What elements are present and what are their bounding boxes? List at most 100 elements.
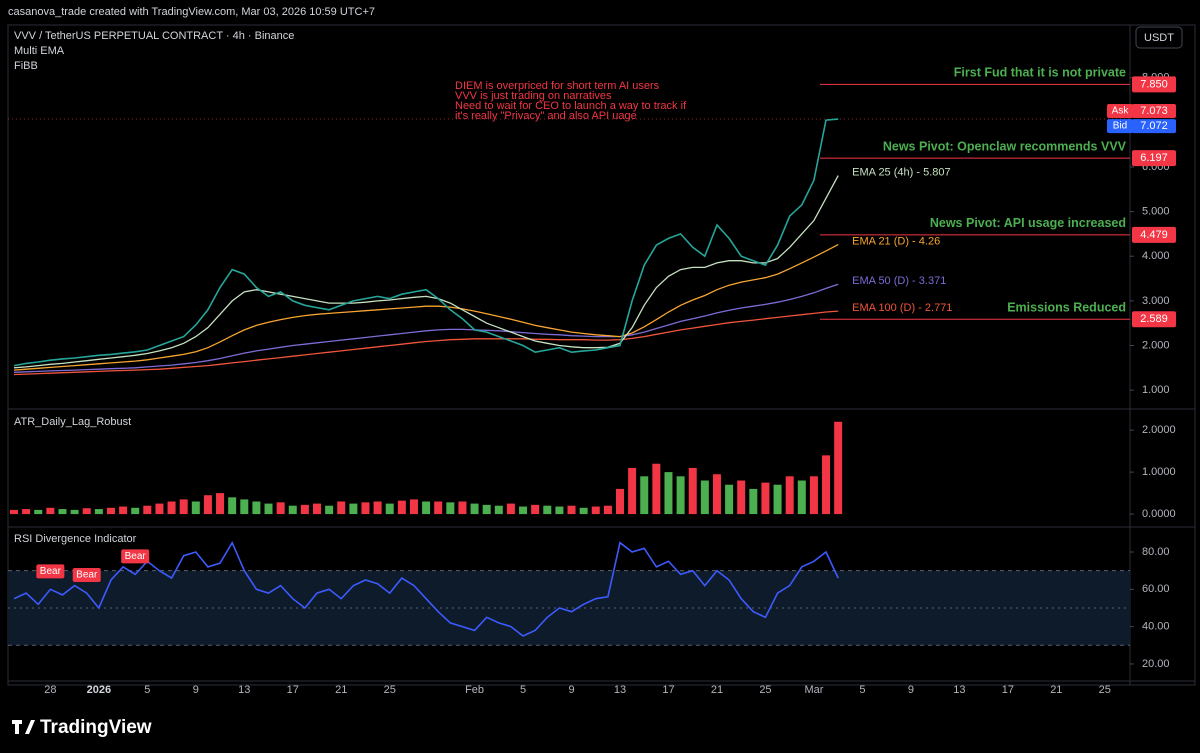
atr-bar <box>628 467 637 515</box>
atr-bar <box>82 508 91 515</box>
note: VVV is just trading on narratives <box>455 90 612 102</box>
atr-bar <box>676 476 685 515</box>
level-badge <box>1132 226 1176 243</box>
y-tick-label: 2.000 <box>1142 339 1170 351</box>
atr-bar <box>94 509 103 515</box>
atr-bar <box>179 499 188 515</box>
level-label: 2.589 <box>1140 313 1168 325</box>
x-tick-label: 5 <box>520 684 526 696</box>
atr-bar <box>482 504 491 515</box>
quote-badge <box>1132 104 1176 119</box>
level-text: First Fud that it is not private <box>954 66 1126 80</box>
atr-bar <box>664 472 673 515</box>
atr-bar <box>264 503 273 515</box>
atr-bar <box>688 467 697 515</box>
level-badge <box>1132 311 1176 328</box>
level-label: 6.197 <box>1140 152 1168 164</box>
y-tick-label: 2.0000 <box>1142 424 1176 436</box>
atr-bar <box>349 503 358 515</box>
atr-bar <box>240 499 249 515</box>
x-tick-label: 13 <box>238 684 250 696</box>
y-tick-label: 40.00 <box>1142 621 1170 633</box>
currency-button[interactable] <box>1135 26 1183 49</box>
ema-label: EMA 100 (D) - 2.771 <box>852 302 952 314</box>
ema-label: EMA 25 (4h) - 5.807 <box>852 166 950 178</box>
y-tick-label: 60.00 <box>1142 583 1170 595</box>
atr-bar <box>458 501 467 515</box>
legend-item: Multi EMA <box>14 45 65 57</box>
atr-bar <box>203 495 212 515</box>
signal-label: Bear <box>76 570 98 581</box>
atr-bar <box>106 507 115 515</box>
atr-bar <box>616 488 624 515</box>
atr-bar <box>155 503 164 515</box>
atr-bar <box>822 455 831 515</box>
quote-tag <box>1107 119 1133 134</box>
quote-tag <box>1107 104 1133 119</box>
atr-bar <box>652 463 661 515</box>
signal-tag <box>72 568 101 583</box>
price-line-series <box>13 118 839 367</box>
x-tick-label: 25 <box>384 684 396 696</box>
pane-title: ATR_Daily_Lag_Robust <box>14 416 131 428</box>
atr-bar <box>10 509 18 515</box>
atr-bar <box>640 476 649 515</box>
atr-bar <box>300 504 309 515</box>
y-tick-label: 20.00 <box>1142 658 1170 670</box>
x-tick-label: 17 <box>287 684 299 696</box>
atr-bar <box>579 507 588 515</box>
quote-badge <box>1132 119 1176 134</box>
ema-line <box>13 283 839 373</box>
level-badge <box>1132 76 1176 93</box>
signal-tag <box>121 549 150 564</box>
y-tick-label: 4.000 <box>1142 250 1170 262</box>
x-tick-label: 5 <box>859 684 865 696</box>
level-badge <box>1132 150 1176 167</box>
atr-bar <box>167 501 176 515</box>
signal-tag <box>36 564 65 579</box>
quote-label: 7.073 <box>1140 105 1168 117</box>
y-tick-label: 1.000 <box>1142 384 1170 396</box>
ema-line <box>13 244 839 371</box>
atr-bar <box>276 502 285 515</box>
atr-bar <box>70 509 79 515</box>
x-tick-label: Mar <box>804 684 823 696</box>
x-tick-label: 21 <box>335 684 347 696</box>
atr-bar <box>446 502 455 515</box>
chart-frame <box>7 24 1196 686</box>
atr-bar <box>119 506 128 515</box>
x-tick-label: 28 <box>44 684 56 696</box>
signal-label: Bear <box>40 566 62 577</box>
atr-bar <box>555 506 564 515</box>
atr-bar <box>288 505 297 515</box>
y-tick-label: 5.000 <box>1142 205 1170 217</box>
x-tick-label: 25 <box>759 684 771 696</box>
quote-name: Ask <box>1112 106 1130 117</box>
level-label: 4.479 <box>1140 229 1168 241</box>
atr-bar <box>591 506 600 515</box>
atr-bar <box>834 421 843 515</box>
logo-mark <box>15 720 19 734</box>
ema-label: EMA 50 (D) - 3.371 <box>852 275 946 287</box>
atr-bar <box>749 488 758 515</box>
ema-line <box>13 310 839 376</box>
atr-bar <box>252 501 261 515</box>
currency[interactable]: USDT <box>1144 32 1174 44</box>
quote-label: 7.072 <box>1140 120 1168 132</box>
x-tick-label: 25 <box>1099 684 1111 696</box>
x-tick-label: 17 <box>662 684 674 696</box>
header: casanova_trade created with TradingView.… <box>8 6 375 18</box>
atr-bar <box>725 484 734 515</box>
y-tick-label: 3.000 <box>1142 295 1170 307</box>
atr-bar <box>58 509 67 515</box>
y-tick-label: 1.0000 <box>1142 466 1176 478</box>
note: DIEM is overpriced for short term AI use… <box>455 80 660 92</box>
atr-bar <box>506 503 515 515</box>
atr-bar <box>797 480 806 515</box>
x-tick-label: 2026 <box>87 684 111 696</box>
rsi-line <box>13 540 839 637</box>
level-text: News Pivot: Openclaw recommends VVV <box>883 139 1127 153</box>
atr-bar <box>361 502 370 515</box>
note: Need to wait for CEO to launch a way to … <box>455 100 687 112</box>
